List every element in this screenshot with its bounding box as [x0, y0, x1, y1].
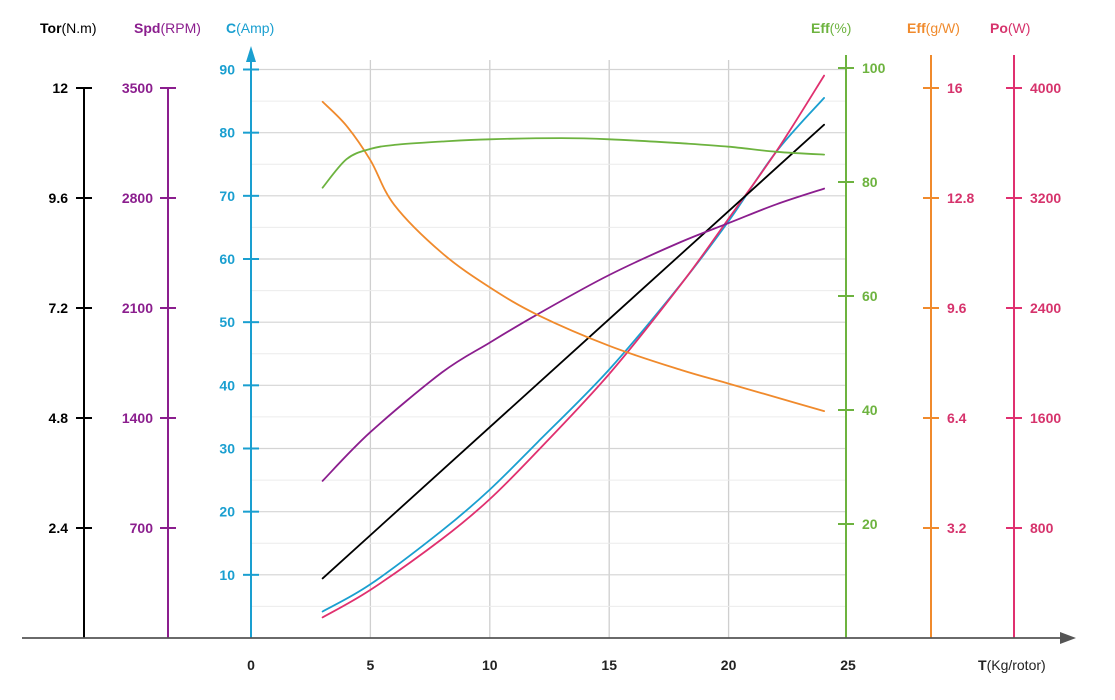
- y-tick-label-tor: 4.8: [49, 410, 69, 426]
- x-axis-title: T(Kg/rotor): [978, 657, 1046, 673]
- series-line-eff_pct: [321, 137, 825, 189]
- y-tick-label-eff_pct: 80: [862, 174, 878, 190]
- y-tick-label-c: 20: [219, 504, 235, 520]
- y-tick-label-eff_pct: 20: [862, 516, 878, 532]
- y-tick-label-tor: 9.6: [49, 190, 69, 206]
- y-tick-label-eff_gw: 16: [947, 80, 963, 96]
- y-axis-title-unit-tor: (N.m): [62, 20, 97, 36]
- y-axis-title-bold-po: Po: [990, 20, 1008, 36]
- y-axis-title-unit-eff_pct: (%): [830, 20, 852, 36]
- x-tick-label: 5: [367, 657, 375, 673]
- y-tick-label-c: 70: [219, 188, 235, 204]
- series-line-c: [321, 97, 825, 613]
- y-tick-label-spd: 700: [130, 520, 154, 536]
- axes: 2.4 4.8 7.2 9.6 12 Tor(N.m) 700 1400 2100 2800 350…: [40, 20, 1061, 638]
- x-tick-label: 25: [840, 657, 856, 673]
- y-tick-label-eff_gw: 12.8: [947, 190, 974, 206]
- y-tick-label-eff_gw: 6.4: [947, 410, 967, 426]
- y-tick-label-eff_pct: 40: [862, 402, 878, 418]
- y-tick-label-c: 50: [219, 314, 235, 330]
- y-tick-label-eff_pct: 60: [862, 288, 878, 304]
- y-tick-label-spd: 2100: [122, 300, 153, 316]
- y-axis-title-tor: Tor(N.m): [40, 20, 97, 36]
- series-line-tor: [321, 123, 825, 580]
- x-tick-label: 15: [601, 657, 617, 673]
- y-tick-label-c: 90: [219, 62, 235, 78]
- y-tick-label-po: 4000: [1030, 80, 1061, 96]
- x-axis-title-unit: (Kg/rotor): [987, 657, 1046, 673]
- series: [321, 74, 825, 619]
- y-axis-eff_pct: 20 40 60 80 100 Eff(%): [811, 20, 886, 638]
- x-axis: 0 5 10 15 20 25 T(Kg/rotor): [22, 632, 1076, 673]
- y-tick-label-po: 800: [1030, 520, 1054, 536]
- series-line-po: [321, 74, 825, 619]
- y-axis-eff_gw: 3.2 6.4 9.6 12.8 16 Eff(g/W): [907, 20, 974, 638]
- x-tick-label: 20: [721, 657, 737, 673]
- y-axis-title-unit-po: (W): [1008, 20, 1031, 36]
- y-tick-label-eff_gw: 3.2: [947, 520, 967, 536]
- y-tick-label-c: 80: [219, 125, 235, 141]
- y-axis-title-unit-spd: (RPM): [160, 20, 200, 36]
- y-tick-label-po: 1600: [1030, 410, 1061, 426]
- y-axis-c: 10 20 30 40 50 60 70 80 90 C(Amp): [219, 20, 274, 638]
- series-line-spd: [321, 187, 825, 482]
- y-tick-label-tor: 7.2: [49, 300, 69, 316]
- y-tick-label-tor: 12: [52, 80, 68, 96]
- y-axis-title-unit-c: (Amp): [236, 20, 274, 36]
- y-axis-title-bold-tor: Tor: [40, 20, 62, 36]
- y-tick-label-po: 2400: [1030, 300, 1061, 316]
- series-line-eff_gw: [321, 100, 825, 412]
- x-axis-arrow: [1060, 632, 1076, 644]
- y-axis-title-eff_pct: Eff(%): [811, 20, 851, 36]
- y-axis-tor: 2.4 4.8 7.2 9.6 12 Tor(N.m): [40, 20, 97, 638]
- y-tick-label-c: 10: [219, 567, 235, 583]
- y-axis-title-bold-c: C: [226, 20, 236, 36]
- y-tick-label-c: 60: [219, 251, 235, 267]
- y-tick-label-eff_gw: 9.6: [947, 300, 967, 316]
- x-tick-label: 0: [247, 657, 255, 673]
- y-axis-title-bold-spd: Spd: [134, 20, 160, 36]
- y-axis-title-po: Po(W): [990, 20, 1030, 36]
- y-tick-label-spd: 1400: [122, 410, 153, 426]
- y-tick-label-spd: 2800: [122, 190, 153, 206]
- y-axis-title-bold-eff_gw: Eff: [907, 20, 926, 36]
- y-axis-title-eff_gw: Eff(g/W): [907, 20, 960, 36]
- y-tick-label-c: 30: [219, 441, 235, 457]
- y-tick-label-tor: 2.4: [49, 520, 69, 536]
- y-axis-title-bold-eff_pct: Eff: [811, 20, 830, 36]
- y-tick-label-eff_pct: 100: [862, 60, 886, 76]
- grid: [251, 60, 846, 638]
- y-tick-label-c: 40: [219, 377, 235, 393]
- x-tick-label: 10: [482, 657, 498, 673]
- y-axis-title-spd: Spd(RPM): [134, 20, 201, 36]
- y-tick-label-po: 3200: [1030, 190, 1061, 206]
- y-axis-title-c: C(Amp): [226, 20, 274, 36]
- y-axis-arrow-c: [246, 46, 256, 62]
- y-axis-spd: 700 1400 2100 2800 3500 Spd(RPM): [122, 20, 201, 638]
- y-axis-po: 800 1600 2400 3200 4000 Po(W): [990, 20, 1061, 638]
- y-tick-label-spd: 3500: [122, 80, 153, 96]
- y-axis-title-unit-eff_gw: (g/W): [926, 20, 960, 36]
- x-axis-title-bold: T: [978, 657, 987, 673]
